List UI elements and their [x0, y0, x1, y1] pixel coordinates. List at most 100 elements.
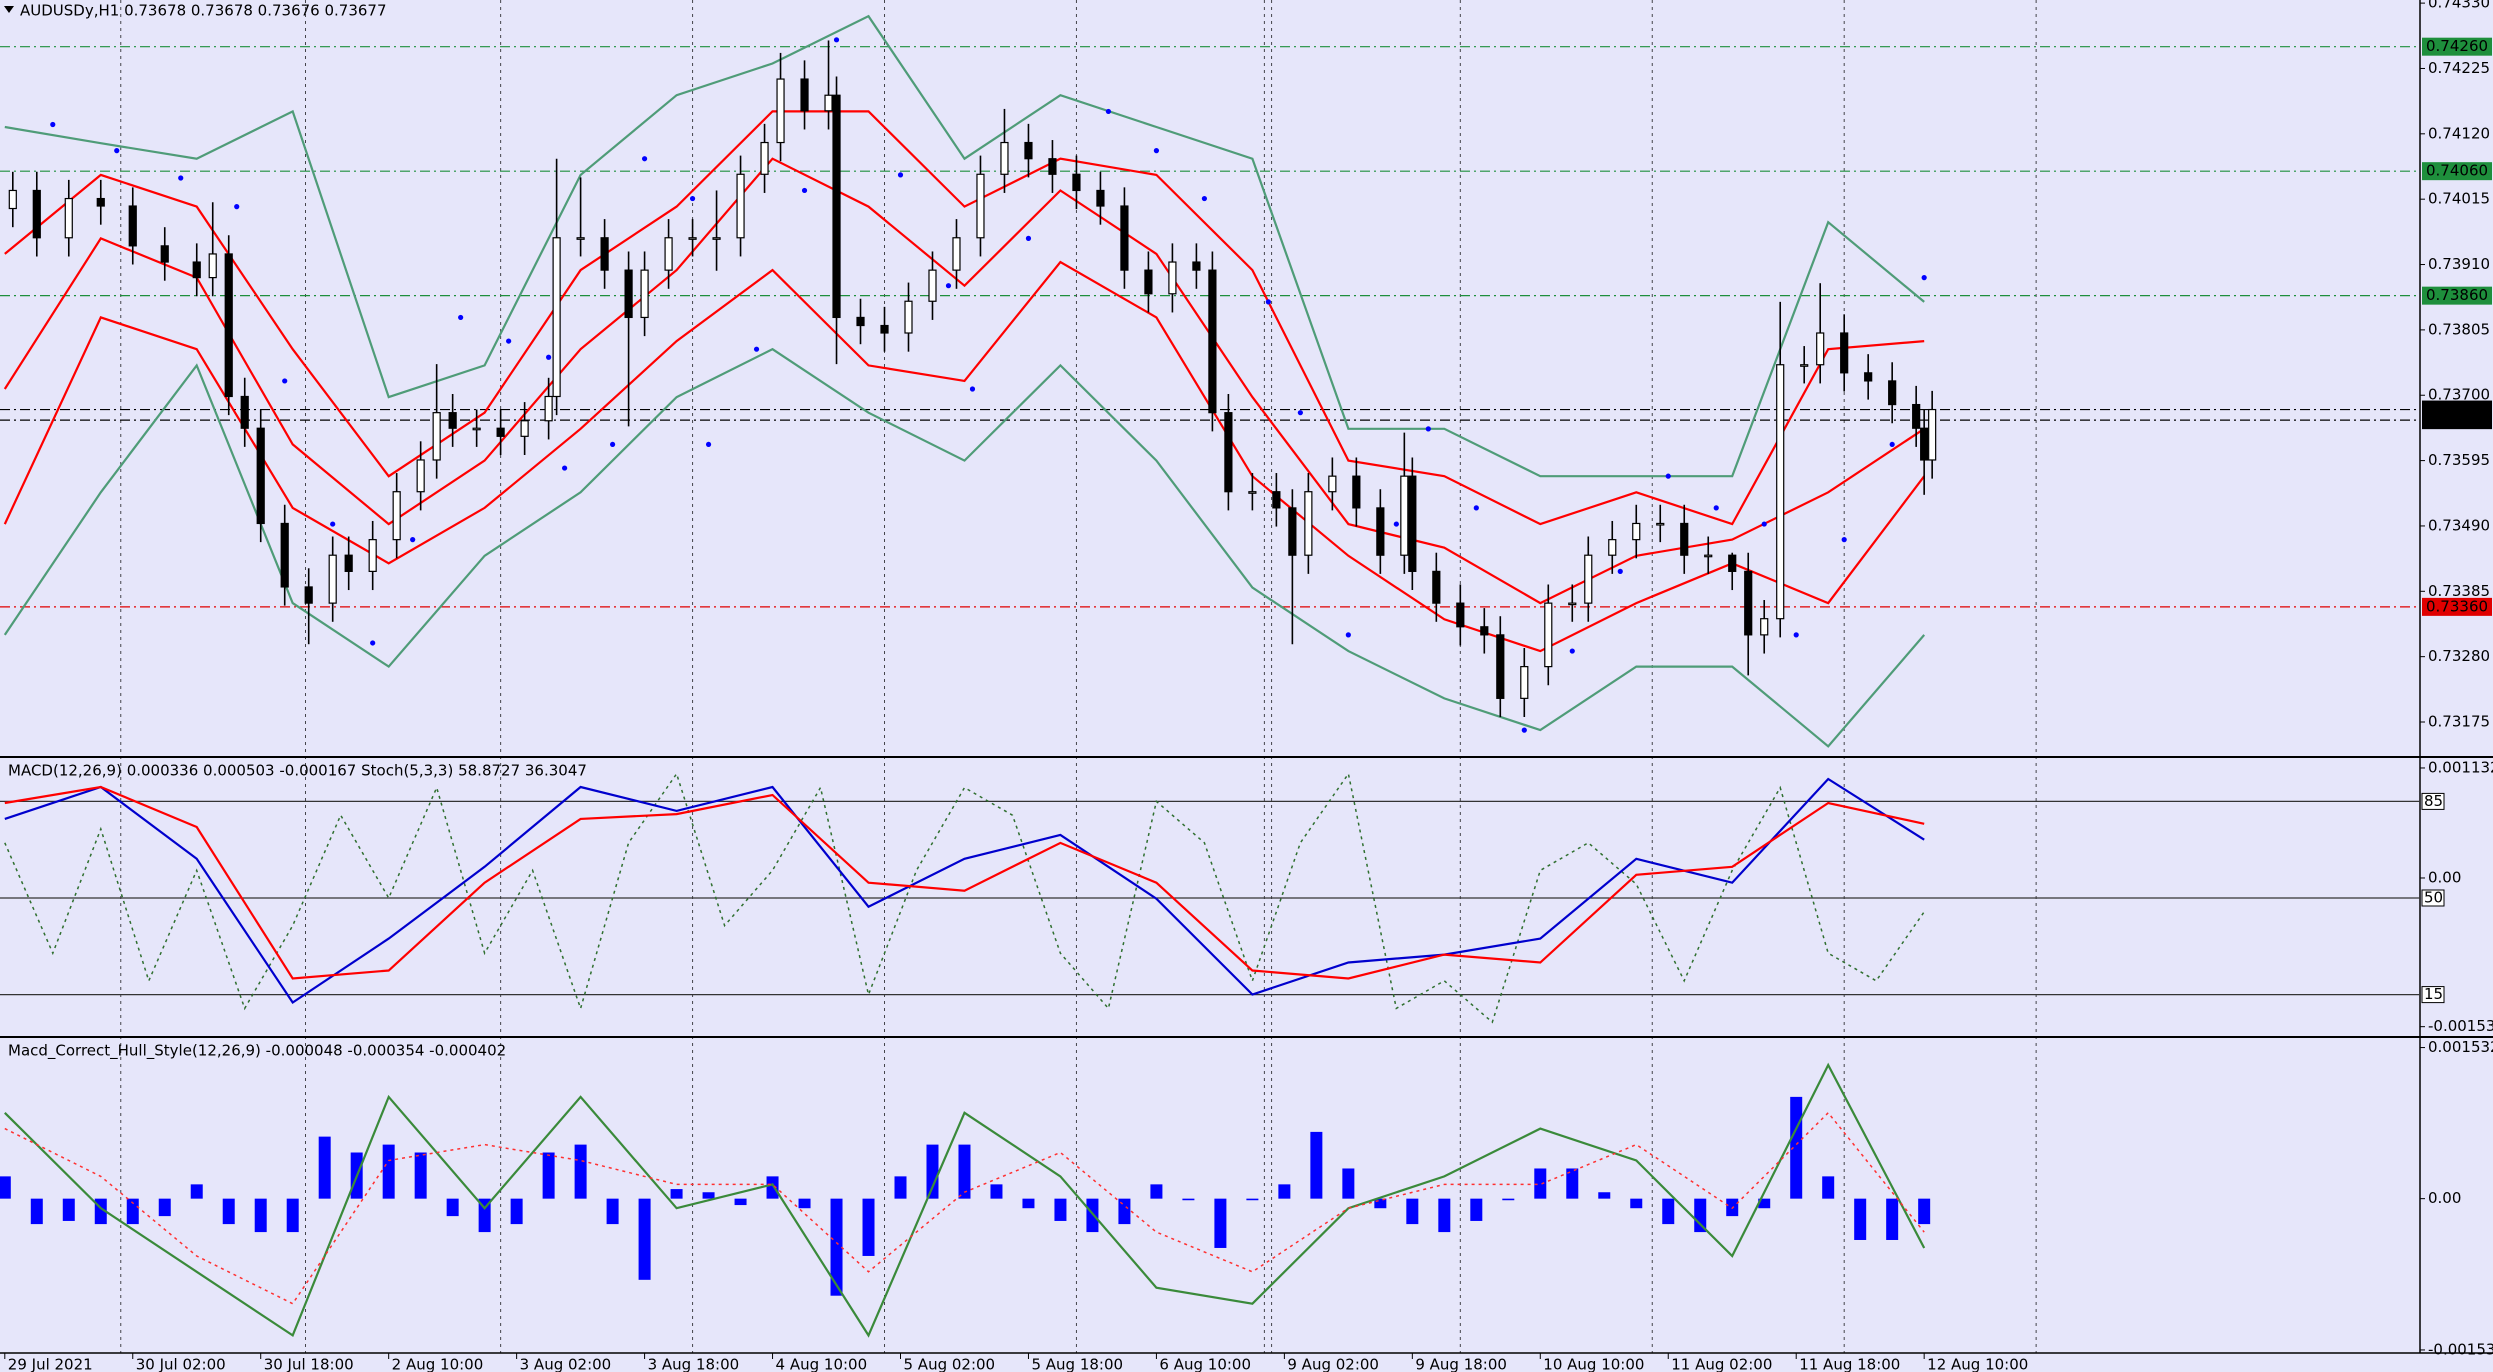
sar-dot	[897, 172, 904, 178]
candle-body	[1864, 372, 1873, 382]
candle-body	[1608, 539, 1617, 556]
histogram-bar	[510, 1198, 523, 1225]
candle-body	[1048, 158, 1057, 175]
sar-dot	[1201, 195, 1208, 202]
histogram-bar	[542, 1152, 555, 1199]
candle-body	[1544, 602, 1553, 668]
histogram-bar	[478, 1198, 491, 1233]
histogram-bar	[1278, 1184, 1291, 1199]
candle-body	[688, 237, 697, 240]
indicator-line	[4, 14, 1925, 478]
histogram-bar	[734, 1198, 747, 1206]
candle-body	[1680, 522, 1689, 556]
histogram-bar	[638, 1198, 651, 1280]
sar-dot	[1521, 727, 1527, 733]
sar-dot	[506, 338, 512, 344]
price-level-box	[2422, 286, 2492, 305]
stoch-level-label: 15	[2424, 985, 2443, 1003]
candle-body	[128, 205, 137, 247]
y-tick-label: 0.73490	[2428, 516, 2490, 534]
sar-dot	[689, 195, 696, 202]
histogram-bar	[1854, 1198, 1867, 1240]
candle-body	[96, 197, 105, 207]
candle-body	[8, 189, 17, 210]
candle-body	[1744, 570, 1753, 636]
candle-body	[192, 261, 201, 279]
candle-body	[1120, 205, 1129, 271]
histogram-bar	[1598, 1192, 1611, 1199]
candle-body	[640, 269, 649, 319]
candle-body	[496, 427, 505, 437]
histogram-bar	[862, 1198, 875, 1256]
candle-body	[416, 459, 425, 493]
sar-dot	[801, 187, 808, 194]
candle-body	[1656, 522, 1665, 526]
y-tick-label: -0.00153	[2428, 1017, 2493, 1035]
indicator-line	[3, 157, 1925, 605]
candle-body	[736, 173, 745, 239]
y-tick-label: 0.73805	[2428, 320, 2490, 338]
candle-body	[1840, 332, 1849, 374]
sar-dot	[1761, 521, 1767, 527]
x-tick-label: 11 Aug 02:00	[1671, 1356, 1772, 1372]
x-tick-label: 12 Aug 10:00	[1927, 1356, 2028, 1372]
candle-body	[1776, 364, 1785, 620]
candle-body	[448, 412, 457, 429]
histogram-bar	[1758, 1198, 1771, 1209]
histogram-bar	[158, 1198, 171, 1217]
y-tick-label: 0.73700	[2428, 386, 2490, 404]
y-tick-label: 0.74120	[2428, 124, 2490, 142]
candle-body	[712, 237, 721, 240]
y-tick-label: -0.001534	[2428, 1340, 2493, 1358]
candle-body	[1928, 408, 1937, 461]
sar-dot	[1297, 410, 1303, 416]
candle-body	[1208, 269, 1217, 414]
candle-body	[1632, 522, 1641, 541]
candle-body	[1888, 380, 1897, 406]
price-level-label: 0.73660	[2426, 411, 2488, 429]
histogram-bar	[318, 1136, 331, 1199]
y-tick-label: 0.74225	[2428, 59, 2490, 77]
histogram-bar	[222, 1198, 235, 1225]
candle-body	[576, 237, 585, 240]
candle-body	[800, 78, 809, 112]
histogram-bar	[1214, 1198, 1227, 1248]
histogram-bar	[1470, 1198, 1483, 1221]
y-tick-label: 0.74015	[2428, 190, 2490, 208]
candle-body	[304, 586, 313, 604]
sar-dot	[1569, 648, 1575, 654]
candle-body	[256, 427, 265, 525]
menu-arrow[interactable]	[4, 6, 14, 13]
candle-body	[1168, 261, 1177, 295]
candle-body	[776, 78, 785, 144]
candle-body	[952, 237, 961, 271]
candle-body	[1224, 412, 1233, 493]
histogram-bar	[382, 1144, 395, 1199]
candle-body	[1272, 491, 1281, 509]
indicator-title: Macd_Correct_Hull_Style(12,26,9) -0.0000…	[8, 1042, 506, 1061]
candle-body	[1728, 554, 1737, 572]
histogram-bar	[1118, 1198, 1131, 1225]
candle-body	[1400, 475, 1409, 556]
candle-body	[208, 253, 217, 279]
x-tick-label: 30 Jul 02:00	[136, 1356, 226, 1372]
y-tick-label: 0.73385	[2428, 582, 2490, 600]
sar-dot	[1473, 505, 1479, 511]
candle-body	[1304, 491, 1313, 556]
histogram-bar	[446, 1198, 459, 1217]
sar-dot	[330, 521, 336, 527]
candle-body	[832, 94, 841, 319]
indicator-line	[4, 1111, 1925, 1305]
x-tick-label: 2 Aug 10:00	[392, 1356, 484, 1372]
candle-body	[856, 316, 865, 327]
histogram-bar	[670, 1189, 683, 1199]
histogram-bar	[1022, 1198, 1035, 1209]
stoch-level-box	[2421, 986, 2445, 1004]
histogram-bar	[1822, 1176, 1835, 1199]
x-tick-label: 5 Aug 02:00	[904, 1356, 996, 1372]
candle-body	[600, 237, 609, 271]
sar-dot	[1425, 426, 1431, 432]
histogram-bar	[702, 1192, 715, 1199]
